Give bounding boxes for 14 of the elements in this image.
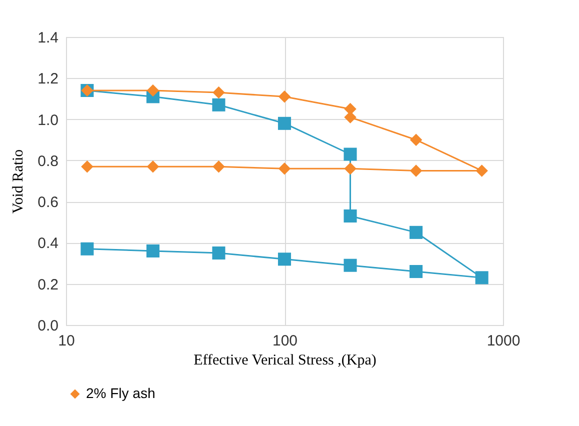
y-tick-label: 0.6: [38, 194, 58, 212]
y-tick-label: 0.2: [38, 276, 58, 294]
x-tick-label: 10: [58, 332, 75, 350]
x-axis-title: Effective Verical Stress ,(Kpa): [194, 352, 376, 368]
y-tick-label: 0.0: [38, 318, 58, 334]
y-tick-label: 0.8: [38, 152, 58, 170]
y-tick-label: 0.4: [38, 235, 58, 252]
x-tick-label: 1000: [486, 332, 520, 350]
y-tick-label: 1.2: [38, 70, 58, 88]
y-tick-label: 1.4: [38, 30, 58, 46]
legend-label: 2% Fly ash: [86, 385, 156, 401]
y-tick-label: 1.0: [38, 112, 58, 129]
x-tick-label: 100: [272, 332, 298, 350]
y-axis-title: Void Ratio: [10, 149, 27, 214]
